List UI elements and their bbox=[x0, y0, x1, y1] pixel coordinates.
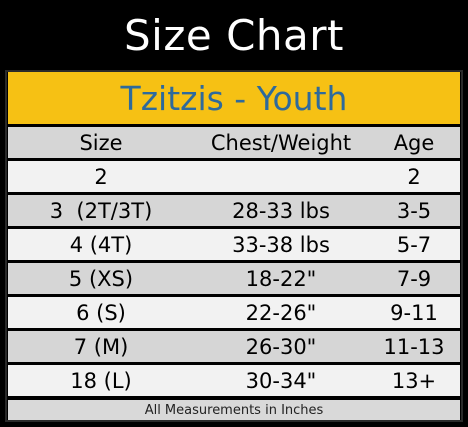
table-row: 6 (S) 22-26" 9-11 bbox=[8, 297, 460, 328]
chart-title: Size Chart bbox=[124, 10, 344, 60]
table-row: 5 (XS) 18-22" 7-9 bbox=[8, 263, 460, 294]
chest-weight-cell: 18-22" bbox=[245, 266, 317, 291]
table-header-row: Size Chest/Weight Age bbox=[8, 127, 460, 158]
chest-weight-cell: 22-26" bbox=[245, 300, 317, 325]
table-row: 2 2 bbox=[8, 161, 460, 192]
table-row: 3 (2T/3T) 28-33 lbs 3-5 bbox=[8, 195, 460, 226]
age-cell: 3-5 bbox=[396, 198, 432, 223]
size-cell: 4 (4T) bbox=[69, 232, 133, 257]
size-cell: 5 (XS) bbox=[68, 266, 134, 291]
measurement-note: All Measurements in Inches bbox=[8, 400, 460, 420]
age-cell: 11-13 bbox=[383, 334, 445, 359]
size-cell: 2 bbox=[94, 164, 108, 189]
table-row: 4 (4T) 33-38 lbs 5-7 bbox=[8, 229, 460, 260]
size-cell: 6 (S) bbox=[76, 300, 126, 325]
chest-weight-cell: 33-38 lbs bbox=[232, 232, 330, 257]
chest-weight-cell: 28-33 lbs bbox=[232, 198, 330, 223]
chest-weight-cell bbox=[194, 161, 368, 192]
size-cell: 18 (L) bbox=[70, 368, 132, 393]
age-cell: 2 bbox=[407, 164, 421, 189]
size-cell: 3 (2T/3T) bbox=[49, 198, 153, 223]
header-size: Size bbox=[79, 130, 123, 155]
age-cell: 7-9 bbox=[396, 266, 432, 291]
table-row: 18 (L) 30-34" 13+ bbox=[8, 365, 460, 396]
header-chest-weight: Chest/Weight bbox=[210, 130, 352, 155]
size-cell: 7 (M) bbox=[73, 334, 129, 359]
table-row: 7 (M) 26-30" 11-13 bbox=[8, 331, 460, 362]
age-cell: 9-11 bbox=[390, 300, 438, 325]
chest-weight-cell: 26-30" bbox=[245, 334, 317, 359]
product-banner: Tzitzis - Youth bbox=[8, 72, 460, 124]
age-cell: 13+ bbox=[391, 368, 437, 393]
chest-weight-cell: 30-34" bbox=[245, 368, 317, 393]
age-cell: 5-7 bbox=[396, 232, 432, 257]
header-age: Age bbox=[393, 130, 435, 155]
